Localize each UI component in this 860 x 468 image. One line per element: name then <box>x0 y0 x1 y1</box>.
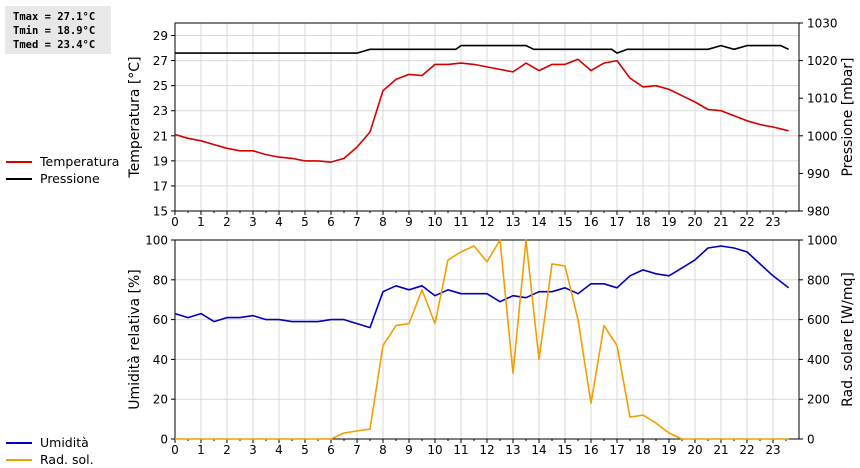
y-tick-label: 25 <box>153 79 168 93</box>
y2-tick-label: 0 <box>807 433 815 447</box>
series-line-pressione <box>175 44 789 54</box>
x-tick-label: 0 <box>171 443 179 457</box>
y2-tick-label: 1030 <box>807 17 838 31</box>
x-tick-label: 3 <box>249 443 257 457</box>
x-tick-label: 15 <box>557 215 572 229</box>
stat-tmax: Tmax = 27.1°C <box>13 11 96 23</box>
x-tick-label: 23 <box>765 215 780 229</box>
x-tick-label: 7 <box>353 215 361 229</box>
y-axis-label: Temperatura [°C] <box>127 56 143 178</box>
y2-tick-label: 980 <box>807 205 830 219</box>
x-tick-label: 12 <box>479 443 494 457</box>
y-tick-label: 60 <box>153 313 168 327</box>
stats-box: Tmax = 27.1°C Tmin = 18.9°C Tmed = 23.4°… <box>5 6 111 54</box>
y-tick-label: 80 <box>153 273 168 287</box>
series-line-umidit <box>174 245 790 329</box>
plot-frame <box>174 239 800 440</box>
y2-tick-label: 400 <box>807 353 830 367</box>
x-tick-label: 2 <box>223 215 231 229</box>
legend-swatch <box>6 441 32 444</box>
x-tick-label: 16 <box>583 443 598 457</box>
y-tick-label: 100 <box>145 234 168 248</box>
x-tick-label: 6 <box>327 443 335 457</box>
x-tick-label: 5 <box>301 443 309 457</box>
y-tick-label: 20 <box>153 393 168 407</box>
y-axis-label: Umidità relativa [%] <box>127 269 143 410</box>
y2-axis-label: Pressione [mbar] <box>840 57 856 176</box>
x-tick-label: 1 <box>197 215 205 229</box>
y2-tick-label: 1010 <box>807 92 838 106</box>
x-tick-label: 8 <box>379 215 387 229</box>
x-tick-label: 22 <box>739 443 754 457</box>
y2-tick-label: 200 <box>807 393 830 407</box>
legend-item: Temperatura <box>6 153 119 170</box>
x-tick-label: 10 <box>427 443 442 457</box>
legend-top: Temperatura Pressione <box>6 153 119 187</box>
x-tick-label: 9 <box>405 215 413 229</box>
y2-tick-label: 600 <box>807 313 830 327</box>
x-tick-label: 14 <box>531 443 546 457</box>
x-tick-label: 6 <box>327 215 335 229</box>
x-tick-label: 18 <box>635 215 650 229</box>
x-tick-label: 7 <box>353 443 361 457</box>
y-tick-label: 21 <box>153 129 168 143</box>
y-tick-label: 19 <box>153 154 168 168</box>
y-tick-label: 23 <box>153 104 168 118</box>
x-tick-label: 13 <box>505 443 520 457</box>
plot-frame <box>174 22 800 212</box>
x-tick-label: 19 <box>661 443 676 457</box>
x-tick-label: 5 <box>301 215 309 229</box>
y2-tick-label: 1000 <box>807 234 838 248</box>
x-tick-label: 20 <box>687 443 702 457</box>
y2-tick-label: 1000 <box>807 129 838 143</box>
y-tick-label: 27 <box>153 54 168 68</box>
y-tick-label: 29 <box>153 29 168 43</box>
stat-tmin: Tmin = 18.9°C <box>13 25 96 37</box>
y-tick-label: 0 <box>160 433 168 447</box>
x-tick-label: 8 <box>379 443 387 457</box>
x-tick-label: 21 <box>713 215 728 229</box>
legend-label: Pressione <box>40 171 100 186</box>
series-line-rad-sol <box>175 239 789 440</box>
y2-tick-label: 1020 <box>807 54 838 68</box>
y2-axis-label: Rad. solare [W/mq] <box>840 272 856 407</box>
series-line-temperatura <box>174 58 789 163</box>
y-tick-label: 40 <box>153 353 168 367</box>
x-tick-label: 20 <box>687 215 702 229</box>
x-tick-label: 11 <box>453 215 468 229</box>
y2-tick-label: 800 <box>807 273 830 287</box>
legend-item: Umidità <box>6 434 94 451</box>
x-tick-label: 15 <box>557 443 572 457</box>
x-tick-label: 23 <box>765 443 780 457</box>
legend-swatch <box>6 177 32 180</box>
legend-item: Pressione <box>6 170 119 187</box>
legend-swatch <box>6 160 32 163</box>
x-tick-label: 12 <box>479 215 494 229</box>
x-tick-label: 11 <box>453 443 468 457</box>
x-tick-label: 13 <box>505 215 520 229</box>
x-tick-label: 3 <box>249 215 257 229</box>
y-tick-label: 15 <box>153 205 168 219</box>
x-tick-label: 16 <box>583 215 598 229</box>
x-tick-label: 17 <box>609 443 624 457</box>
x-tick-label: 4 <box>275 215 283 229</box>
x-tick-label: 22 <box>739 215 754 229</box>
x-tick-label: 0 <box>171 215 179 229</box>
x-tick-label: 9 <box>405 443 413 457</box>
x-tick-label: 10 <box>427 215 442 229</box>
y-tick-label: 17 <box>153 179 168 193</box>
x-tick-label: 2 <box>223 443 231 457</box>
x-tick-label: 19 <box>661 215 676 229</box>
stat-tmed: Tmed = 23.4°C <box>13 39 96 51</box>
legend-label: Umidità <box>40 435 89 450</box>
x-tick-label: 18 <box>635 443 650 457</box>
x-tick-label: 21 <box>713 443 728 457</box>
x-tick-label: 4 <box>275 443 283 457</box>
legend-label: Temperatura <box>40 154 120 169</box>
x-tick-label: 14 <box>531 215 546 229</box>
x-tick-label: 17 <box>609 215 624 229</box>
y2-tick-label: 990 <box>807 167 830 181</box>
x-tick-label: 1 <box>197 443 205 457</box>
